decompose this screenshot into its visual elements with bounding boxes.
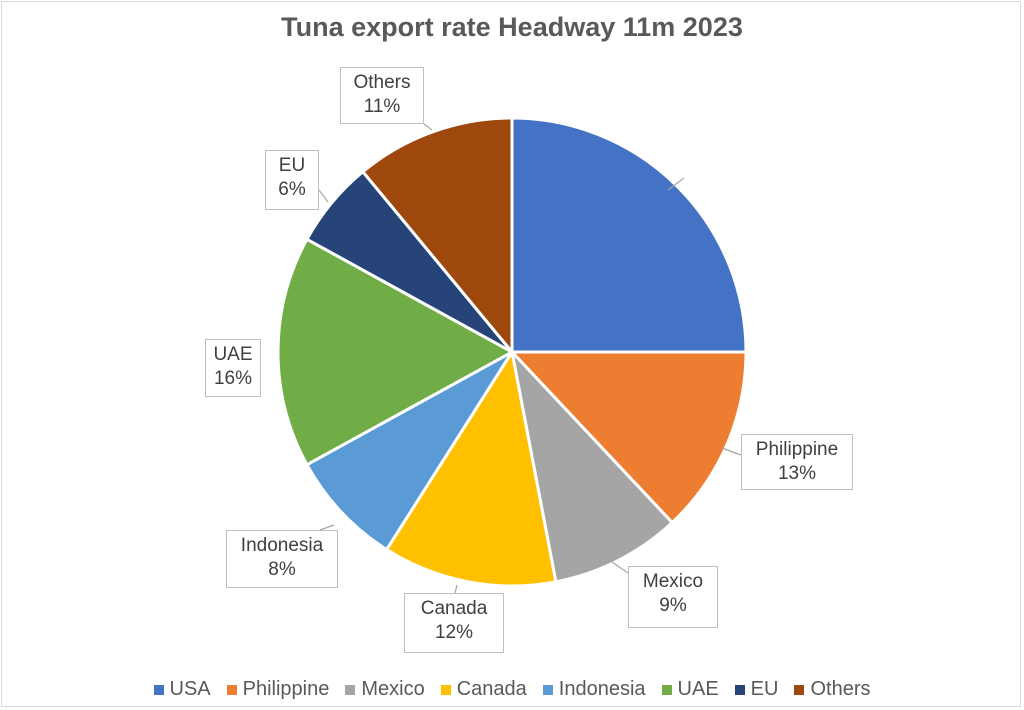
- data-label-others: Others 11%: [340, 67, 424, 124]
- chart-title: Tuna export rate Headway 11m 2023: [281, 12, 743, 42]
- legend-item-indonesia: Indonesia: [542, 678, 646, 701]
- pie-slice-others: [360, 116, 514, 357]
- pie-slice-philippine: [508, 350, 748, 525]
- legend-label: UAE: [677, 678, 719, 700]
- data-label-category: Others: [353, 72, 411, 93]
- leader-line-mexico: [611, 561, 629, 574]
- data-label-philippine: Philippine 13%: [741, 434, 853, 490]
- leader-line-canada: [454, 584, 458, 594]
- legend-item-mexico: Mexico: [345, 678, 425, 701]
- data-label-value: 6%: [278, 179, 306, 200]
- legend-label: Philippine: [242, 678, 330, 700]
- data-label-usa: USA 25%: [684, 122, 744, 178]
- leader-line-usa: [667, 177, 685, 191]
- legend-swatch: [345, 684, 356, 695]
- legend-swatch: [734, 684, 745, 695]
- leader-line-philippine: [721, 447, 742, 456]
- legend-item-usa: USA: [153, 678, 211, 701]
- legend-item-philippine: Philippine: [226, 678, 330, 701]
- leader-line-eu: [318, 189, 329, 203]
- data-label-category: Philippine: [755, 439, 839, 460]
- legend-item-eu: EU: [734, 678, 779, 701]
- legend-label: USA: [169, 678, 211, 700]
- pie-slice-mexico: [509, 347, 675, 584]
- legend-swatch: [153, 684, 164, 695]
- data-label-category: Mexico: [642, 571, 704, 592]
- legend-swatch: [226, 684, 237, 695]
- legend: USA Philippine Mexico Canada Indonesia UAE EU O…: [0, 678, 1024, 701]
- data-label-category: Indonesia: [240, 535, 324, 556]
- leader-line-others: [423, 123, 433, 131]
- data-label-category: Canada: [420, 598, 488, 619]
- legend-swatch: [542, 684, 553, 695]
- data-label-category: EU: [278, 155, 306, 176]
- pie-slice-usa: [510, 116, 748, 354]
- pie-slice-indonesia: [304, 350, 514, 552]
- legend-swatch: [661, 684, 672, 695]
- legend-item-others: Others: [794, 678, 870, 701]
- data-label-value: 11%: [363, 96, 401, 117]
- data-label-canada: Canada 12%: [404, 593, 504, 653]
- legend-label: Mexico: [361, 678, 425, 700]
- legend-label: Canada: [456, 678, 527, 700]
- legend-label: Indonesia: [558, 678, 646, 700]
- data-label-value: 25%: [694, 150, 734, 171]
- legend-item-canada: Canada: [440, 678, 527, 701]
- pie-slice-uae: [276, 237, 516, 467]
- leader-line-indonesia: [319, 524, 335, 531]
- data-label-category: UAE: [213, 344, 253, 365]
- legend-item-uae: UAE: [661, 678, 719, 701]
- data-label-value: 13%: [777, 463, 817, 484]
- legend-label: Others: [810, 678, 871, 700]
- data-label-indonesia: Indonesia 8%: [226, 530, 338, 588]
- legend-swatch: [440, 684, 451, 695]
- legend-label: EU: [750, 678, 779, 700]
- data-label-value: 16%: [213, 368, 253, 389]
- pie-slice-canada: [384, 347, 558, 588]
- data-label-value: 12%: [434, 622, 474, 643]
- data-label-eu: EU 6%: [265, 150, 319, 210]
- data-label-value: 9%: [659, 595, 687, 616]
- data-label-value: 8%: [268, 559, 296, 580]
- data-label-mexico: Mexico 9%: [628, 566, 718, 628]
- data-label-uae: UAE 16%: [205, 339, 261, 397]
- data-label-category: USA: [694, 126, 734, 147]
- legend-swatch: [794, 684, 805, 695]
